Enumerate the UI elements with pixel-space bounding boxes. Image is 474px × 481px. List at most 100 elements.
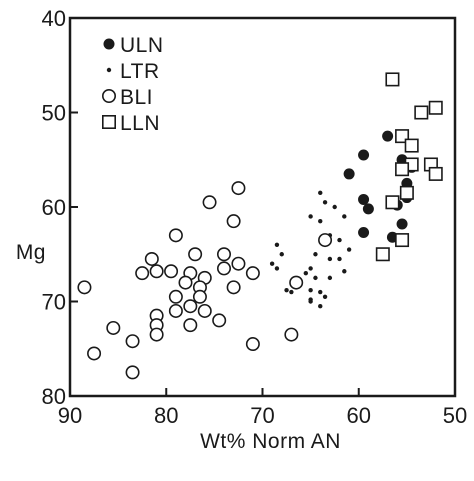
- x-tick-label: 70: [250, 403, 274, 428]
- point-ltr: [337, 237, 342, 243]
- legend-label-lln: LLN: [120, 112, 160, 135]
- point-ltr: [327, 256, 333, 262]
- point-bli: [192, 289, 207, 304]
- point-ltr: [289, 289, 294, 295]
- legend-item-lln: LLN: [102, 112, 160, 135]
- legend-item-uln: ULN: [103, 34, 164, 57]
- point-ltr: [332, 204, 337, 210]
- point-ltr: [274, 266, 280, 271]
- point-ltr: [308, 266, 313, 271]
- point-uln: [358, 149, 370, 161]
- point-ltr: [308, 287, 313, 293]
- point-ltr: [279, 252, 284, 257]
- point-bli: [217, 261, 232, 276]
- legend: ULN LTR BLI LLN: [102, 34, 164, 135]
- point-bli: [202, 195, 217, 210]
- point-ltr: [269, 261, 275, 266]
- data-marks: [77, 72, 443, 380]
- point-uln: [362, 203, 374, 215]
- point-ltr: [322, 200, 328, 205]
- x-tick-label: 80: [154, 403, 178, 428]
- series-ltr: [269, 190, 352, 309]
- point-lln: [375, 247, 390, 262]
- point-ltr: [274, 242, 280, 247]
- legend-label-ltr: LTR: [120, 60, 160, 83]
- point-bli: [245, 266, 260, 281]
- point-ltr: [313, 252, 318, 257]
- point-ltr: [313, 275, 318, 281]
- point-ltr: [346, 247, 352, 252]
- legend-item-bli: BLI: [102, 86, 153, 109]
- point-uln: [382, 130, 394, 142]
- y-tick-label: 70: [42, 290, 66, 315]
- point-bli: [183, 318, 198, 333]
- point-bli: [149, 264, 164, 279]
- point-bli: [226, 214, 241, 229]
- point-ltr: [327, 275, 333, 281]
- point-ltr: [342, 214, 347, 219]
- y-tick-label: 80: [42, 384, 66, 409]
- x-tick-label: 90: [58, 403, 82, 428]
- point-ltr: [308, 299, 313, 304]
- point-lln: [414, 105, 429, 120]
- point-ltr: [318, 289, 323, 295]
- legend-label-uln: ULN: [120, 34, 164, 57]
- legend-label-bli: BLI: [120, 86, 153, 109]
- series-lln: [375, 72, 443, 262]
- point-bli: [135, 266, 150, 281]
- legend-marker-lln: [102, 115, 117, 130]
- point-lln: [428, 100, 443, 115]
- point-ltr: [337, 256, 342, 262]
- y-axis-label: Mg: [16, 241, 46, 264]
- legend-marker-bli: [102, 89, 117, 104]
- point-bli: [245, 337, 260, 352]
- point-lln: [399, 185, 414, 200]
- point-bli: [106, 320, 121, 335]
- point-ltr: [318, 190, 323, 196]
- point-bli: [231, 181, 246, 196]
- point-bli: [217, 247, 232, 262]
- x-tick-label: 50: [443, 403, 467, 428]
- point-bli: [212, 313, 227, 328]
- point-bli: [164, 264, 179, 279]
- point-bli: [188, 247, 203, 262]
- point-ltr: [284, 287, 289, 293]
- point-bli: [178, 275, 193, 290]
- series-bli: [77, 181, 333, 380]
- point-ltr: [322, 294, 328, 299]
- point-lln: [404, 138, 419, 153]
- legend-item-ltr: LTR: [106, 60, 160, 83]
- point-uln: [358, 193, 370, 205]
- point-ltr: [303, 270, 309, 276]
- legend-marker-uln: [103, 38, 115, 50]
- y-tick-label: 50: [42, 101, 66, 126]
- y-tick-label: 60: [42, 195, 66, 220]
- point-lln: [385, 72, 400, 87]
- y-tick-label: 40: [42, 6, 66, 31]
- point-bli: [284, 327, 299, 342]
- point-bli: [87, 346, 102, 361]
- point-bli: [168, 228, 183, 243]
- legend-marker-ltr: [106, 67, 112, 73]
- point-lln: [428, 166, 443, 181]
- point-bli: [149, 327, 164, 342]
- point-bli: [168, 289, 183, 304]
- point-uln: [343, 168, 355, 180]
- point-bli: [289, 275, 304, 290]
- point-bli: [125, 334, 140, 349]
- point-lln: [395, 233, 410, 248]
- x-axis-label: Wt% Norm AN: [200, 430, 341, 453]
- point-uln: [358, 227, 370, 239]
- point-bli: [197, 303, 212, 318]
- point-ltr: [342, 269, 347, 274]
- point-bli: [183, 299, 198, 314]
- x-tick-label: 60: [347, 403, 371, 428]
- point-lln: [395, 162, 410, 177]
- point-bli: [125, 365, 140, 380]
- point-ltr: [308, 214, 313, 219]
- point-ltr: [318, 304, 323, 309]
- point-bli: [168, 303, 183, 318]
- point-ltr: [318, 218, 323, 224]
